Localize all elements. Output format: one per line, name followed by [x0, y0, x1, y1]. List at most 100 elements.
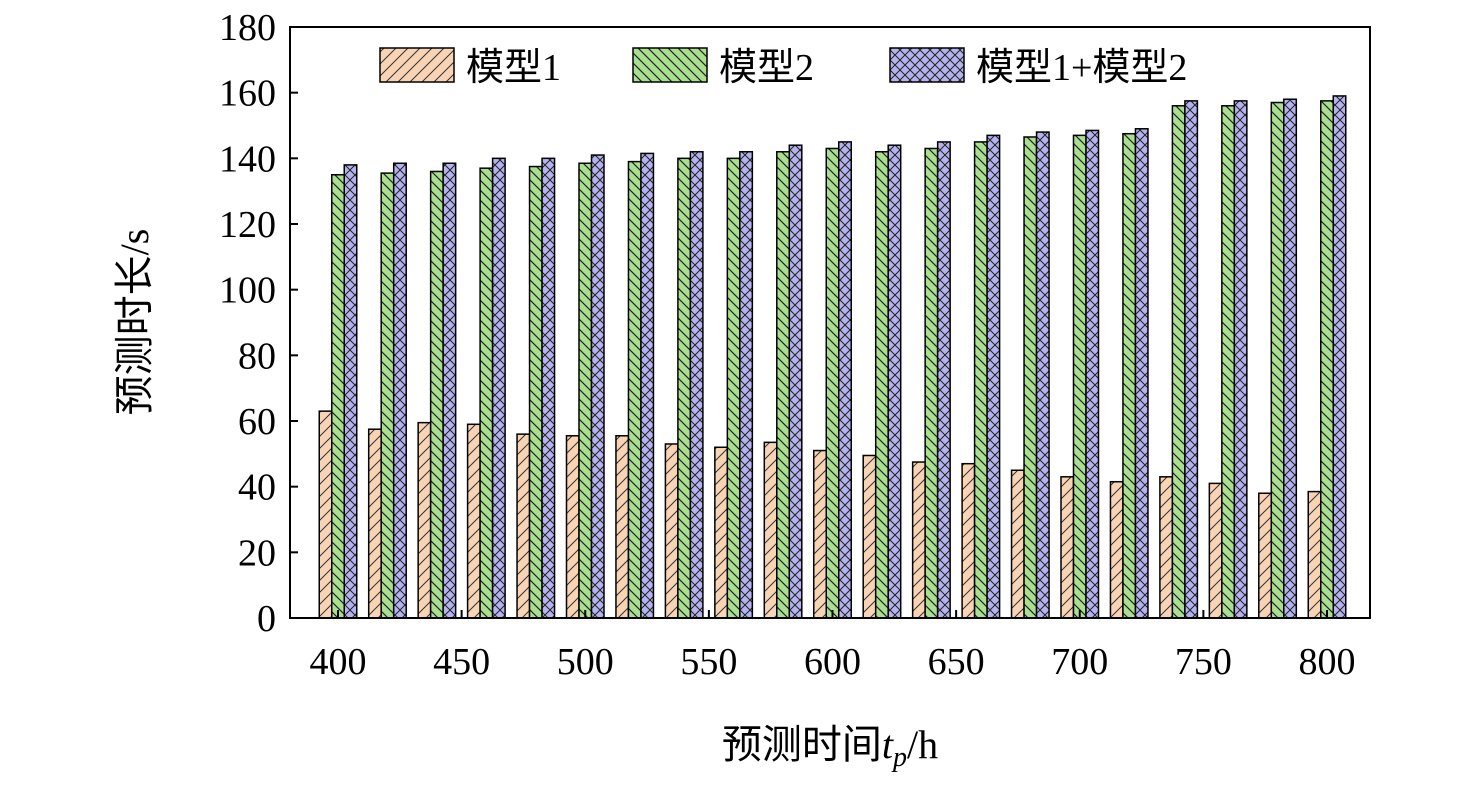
bar-3-720 — [1134, 128, 1149, 619]
legend-label: 模型2 — [719, 47, 814, 89]
bar-1-760 — [1208, 482, 1223, 619]
bar-2-640 — [924, 147, 939, 619]
x-tick-label: 800 — [1299, 641, 1356, 683]
x-axis-label-var: t — [882, 722, 894, 767]
bar-1-520 — [615, 435, 630, 619]
bar-1-560 — [714, 446, 729, 619]
y-tick-label: 140 — [219, 138, 276, 180]
bar-2-420 — [380, 172, 395, 619]
legend-label: 模型1 — [466, 47, 561, 89]
bar-1-540 — [664, 443, 679, 619]
bar-3-660 — [986, 134, 1001, 619]
x-axis-label-unit: /h — [907, 722, 938, 767]
bar-1-400 — [318, 410, 333, 619]
bars-group — [318, 95, 1347, 619]
bar-1-700 — [1060, 476, 1075, 619]
bar-2-680 — [1023, 136, 1038, 619]
bar-1-460 — [466, 423, 481, 619]
bar-3-760 — [1233, 100, 1248, 619]
bar-3-620 — [887, 144, 902, 619]
bar-1-800 — [1307, 490, 1322, 619]
bar-1-440 — [417, 421, 432, 619]
bar-2-480 — [528, 165, 543, 619]
bar-2-800 — [1320, 100, 1334, 619]
bar-3-420 — [392, 162, 407, 619]
legend-item-3: 模型1+模型2 — [889, 47, 1187, 89]
y-tick-label: 100 — [219, 270, 276, 312]
bar-1-640 — [911, 461, 926, 619]
bar-1-500 — [565, 435, 580, 619]
x-tick-label: 550 — [680, 641, 737, 683]
x-axis-label: 预测时间tp/h — [722, 722, 938, 773]
bar-1-580 — [763, 441, 778, 619]
x-axis-label-sub: p — [891, 742, 907, 773]
bar-1-720 — [1109, 480, 1124, 619]
bar-2-620 — [874, 151, 889, 619]
bar-1-620 — [862, 454, 877, 619]
bar-1-600 — [813, 449, 827, 619]
bar-3-640 — [936, 141, 951, 619]
bar-2-660 — [973, 141, 988, 619]
bar-2-440 — [429, 170, 444, 619]
legend-item-2: 模型2 — [632, 47, 814, 89]
legend: 模型1 模型2 模型1+模型2 — [379, 47, 1187, 89]
bar-3-520 — [640, 152, 655, 619]
bar-3-700 — [1085, 129, 1100, 619]
bar-1-480 — [516, 433, 531, 619]
plot-frame — [289, 26, 1371, 619]
bar-2-520 — [627, 160, 642, 619]
bar-3-740 — [1184, 100, 1199, 619]
y-axis-label: 预测时长/s — [112, 229, 157, 416]
bar-2-720 — [1122, 132, 1137, 619]
x-tick-label: 700 — [1051, 641, 1108, 683]
bar-2-580 — [776, 151, 791, 619]
y-tick-label: 120 — [219, 204, 276, 246]
bar-3-460 — [491, 157, 506, 619]
bar-3-540 — [689, 151, 704, 619]
bar-1-680 — [1010, 469, 1025, 619]
bar-3-580 — [788, 144, 803, 619]
bar-2-540 — [677, 157, 692, 619]
bar-2-780 — [1270, 101, 1285, 619]
bar-2-400 — [331, 174, 345, 619]
y-axis: 0 20 40 60 80 100 120 140 160 180 — [219, 7, 298, 640]
bar-2-740 — [1171, 105, 1186, 619]
x-tick-label: 450 — [433, 641, 490, 683]
legend-item-1: 模型1 — [379, 47, 561, 89]
y-tick-label: 180 — [219, 7, 276, 49]
bar-2-460 — [479, 167, 494, 619]
y-tick-label: 80 — [238, 335, 276, 377]
y-tick-label: 160 — [219, 73, 276, 115]
x-tick-label: 650 — [928, 641, 985, 683]
bar-3-800 — [1332, 95, 1347, 619]
bar-3-440 — [442, 162, 457, 619]
bar-3-600 — [838, 141, 852, 619]
bar-2-700 — [1072, 134, 1087, 619]
x-tick-label: 600 — [804, 641, 861, 683]
y-tick-label: 0 — [257, 598, 276, 640]
bar-1-660 — [961, 462, 976, 619]
bar-1-420 — [367, 428, 382, 619]
bar-1-780 — [1258, 492, 1273, 619]
bar-3-680 — [1035, 131, 1050, 619]
bar-1-740 — [1159, 476, 1174, 619]
bar-2-560 — [726, 157, 741, 619]
y-tick-label: 40 — [238, 467, 276, 509]
x-tick-label: 500 — [557, 641, 614, 683]
y-tick-label: 60 — [238, 401, 276, 443]
x-tick-label: 400 — [310, 641, 367, 683]
bar-3-500 — [590, 154, 605, 619]
legend-label: 模型1+模型2 — [976, 47, 1187, 89]
x-axis-label-main: 预测时间 — [722, 722, 882, 767]
bar-2-500 — [578, 162, 593, 619]
y-tick-label: 20 — [238, 532, 276, 574]
bar-3-560 — [739, 151, 754, 619]
bar-2-600 — [825, 147, 840, 619]
bar-3-780 — [1283, 98, 1298, 619]
bar-2-760 — [1221, 105, 1236, 619]
x-tick-label: 750 — [1175, 641, 1232, 683]
bar-3-400 — [343, 164, 358, 619]
bar-3-480 — [541, 157, 556, 619]
x-axis: 400 450 500 550 600 650 700 750 800 — [310, 610, 1356, 683]
